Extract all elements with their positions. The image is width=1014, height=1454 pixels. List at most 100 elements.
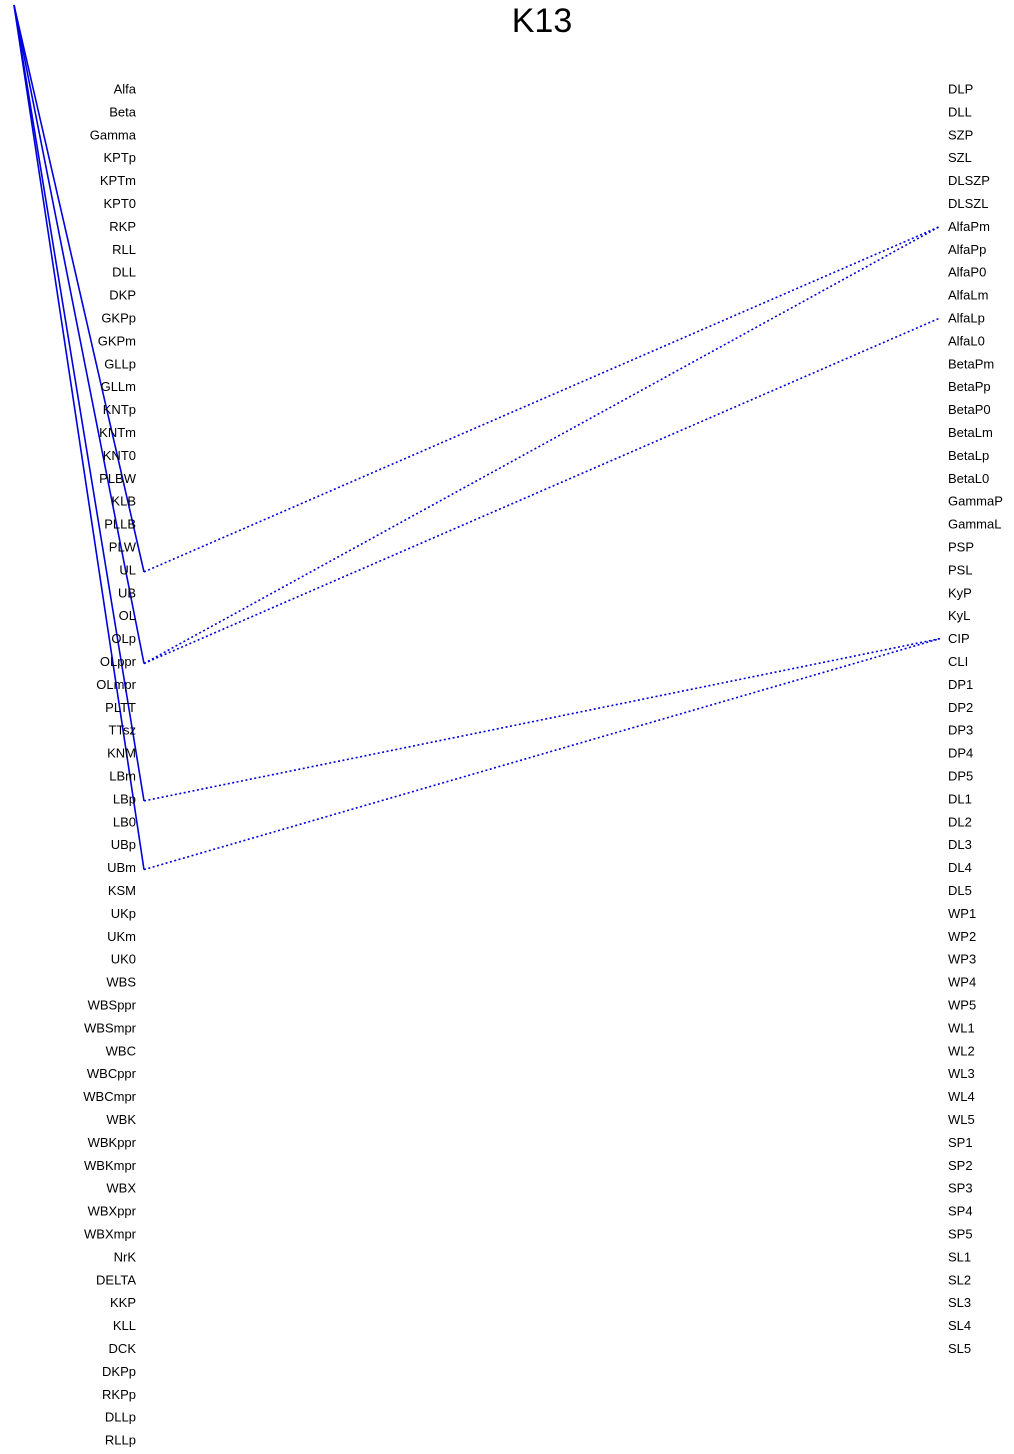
- diagram-title: K13: [511, 2, 573, 40]
- left-item-label: KNT0: [103, 448, 136, 463]
- left-item-label: RKPp: [102, 1387, 136, 1402]
- right-item-label: BetaPm: [948, 356, 994, 371]
- left-item-label: KNTp: [103, 402, 136, 417]
- right-item-label: SL1: [948, 1249, 971, 1264]
- root-link-olppr: [13, 4, 145, 664]
- left-item-label: TTsz: [109, 723, 136, 738]
- left-item-label: WBXppr: [88, 1204, 137, 1219]
- root-link-ubm: [13, 4, 145, 870]
- right-item-label: AlfaP0: [948, 265, 986, 280]
- right-item-label: WP5: [948, 998, 976, 1013]
- right-item-label: WP1: [948, 906, 976, 921]
- left-item-label: KPTm: [100, 173, 136, 188]
- right-item-label: BetaLp: [948, 448, 989, 463]
- right-item-label: KyP: [948, 585, 972, 600]
- right-item-label: AlfaLm: [948, 288, 988, 303]
- right-item-label: WL5: [948, 1112, 975, 1127]
- right-item-label: BetaP0: [948, 402, 991, 417]
- left-item-label: PLW: [109, 540, 137, 555]
- link-olppr-to-alfalp: [143, 317, 941, 665]
- left-item-label: PLBW: [99, 471, 137, 486]
- left-item-label: NrK: [114, 1249, 137, 1264]
- right-item-label: SP3: [948, 1181, 973, 1196]
- left-item-label: PLLB: [104, 517, 136, 532]
- link-lbp-to-cip: [143, 637, 941, 802]
- left-item-label: DKP: [109, 288, 136, 303]
- right-item-label: WP2: [948, 929, 976, 944]
- left-item-label: DLL: [112, 265, 136, 280]
- left-item-label: RKP: [109, 219, 136, 234]
- left-item-label: UK0: [111, 952, 136, 967]
- left-item-label: KNM: [107, 746, 136, 761]
- right-item-label: DL3: [948, 837, 972, 852]
- left-item-label: UL: [119, 562, 136, 577]
- right-item-label: BetaL0: [948, 471, 989, 486]
- right-item-label: PSP: [948, 540, 974, 555]
- left-item-label: KPTp: [103, 150, 136, 165]
- right-item-label: DLL: [948, 104, 972, 119]
- right-item-label: SZP: [948, 127, 973, 142]
- right-item-label: SP2: [948, 1158, 973, 1173]
- left-item-label: GLLm: [101, 379, 136, 394]
- left-item-label: PLTT: [105, 700, 136, 715]
- left-item-label: KLB: [111, 494, 136, 509]
- left-item-label: Alfa: [114, 82, 137, 97]
- right-item-label: WP4: [948, 975, 976, 990]
- right-item-label: GammaP: [948, 494, 1003, 509]
- right-item-label: AlfaLp: [948, 311, 985, 326]
- right-item-label: SL5: [948, 1341, 971, 1356]
- left-item-label: Beta: [109, 104, 137, 119]
- right-item-label: DL5: [948, 883, 972, 898]
- left-item-label: WBX: [106, 1181, 136, 1196]
- left-item-label: WBKppr: [88, 1135, 137, 1150]
- left-item-label: UBp: [111, 837, 136, 852]
- left-item-label: LB0: [113, 814, 136, 829]
- left-item-label: OLppr: [100, 654, 137, 669]
- right-item-label: WL1: [948, 1020, 975, 1035]
- right-item-label: DL1: [948, 791, 972, 806]
- left-item-label: WBSppr: [88, 998, 137, 1013]
- right-item-label: SL3: [948, 1295, 971, 1310]
- left-item-label: GLLp: [104, 356, 136, 371]
- left-item-label: OLp: [111, 631, 136, 646]
- right-item-label: WL3: [948, 1066, 975, 1081]
- right-item-label: DP1: [948, 677, 973, 692]
- left-item-label: WBSmpr: [84, 1020, 137, 1035]
- left-item-label: DKPp: [102, 1364, 136, 1379]
- left-item-label: RLLp: [105, 1433, 136, 1448]
- right-item-label: DP2: [948, 700, 973, 715]
- left-item-label: KLL: [113, 1318, 136, 1333]
- right-item-label: WP3: [948, 952, 976, 967]
- left-item-label: GKPp: [101, 311, 136, 326]
- left-item-label: WBKmpr: [84, 1158, 137, 1173]
- right-item-label: DLSZP: [948, 173, 990, 188]
- right-item-label: DL4: [948, 860, 972, 875]
- right-item-label: WL4: [948, 1089, 975, 1104]
- left-item-label: WBS: [106, 975, 136, 990]
- right-item-label: SZL: [948, 150, 972, 165]
- left-item-label: KKP: [110, 1295, 136, 1310]
- right-item-label: DP4: [948, 746, 973, 761]
- left-item-label: WBC: [106, 1043, 136, 1058]
- left-item-label: UBm: [107, 860, 136, 875]
- left-item-label: DCK: [109, 1341, 137, 1356]
- left-item-label: OLmpr: [96, 677, 136, 692]
- right-item-label: KyL: [948, 608, 970, 623]
- left-item-label: WBCppr: [87, 1066, 137, 1081]
- link-ubm-to-cip: [143, 637, 941, 871]
- right-item-label: SL2: [948, 1272, 971, 1287]
- right-item-label: DLSZL: [948, 196, 988, 211]
- right-item-label: AlfaPp: [948, 242, 986, 257]
- left-item-label: KSM: [108, 883, 136, 898]
- right-item-label: SP1: [948, 1135, 973, 1150]
- right-item-label: DP5: [948, 769, 973, 784]
- left-item-label: DLLp: [105, 1410, 136, 1425]
- left-item-label: WBXmpr: [84, 1227, 137, 1242]
- right-item-label: AlfaL0: [948, 333, 985, 348]
- right-item-label: WL2: [948, 1043, 975, 1058]
- left-item-label: KNTm: [99, 425, 136, 440]
- right-item-label: DL2: [948, 814, 972, 829]
- link-ul-to-alfapm: [143, 225, 941, 573]
- left-item-label: GKPm: [98, 333, 136, 348]
